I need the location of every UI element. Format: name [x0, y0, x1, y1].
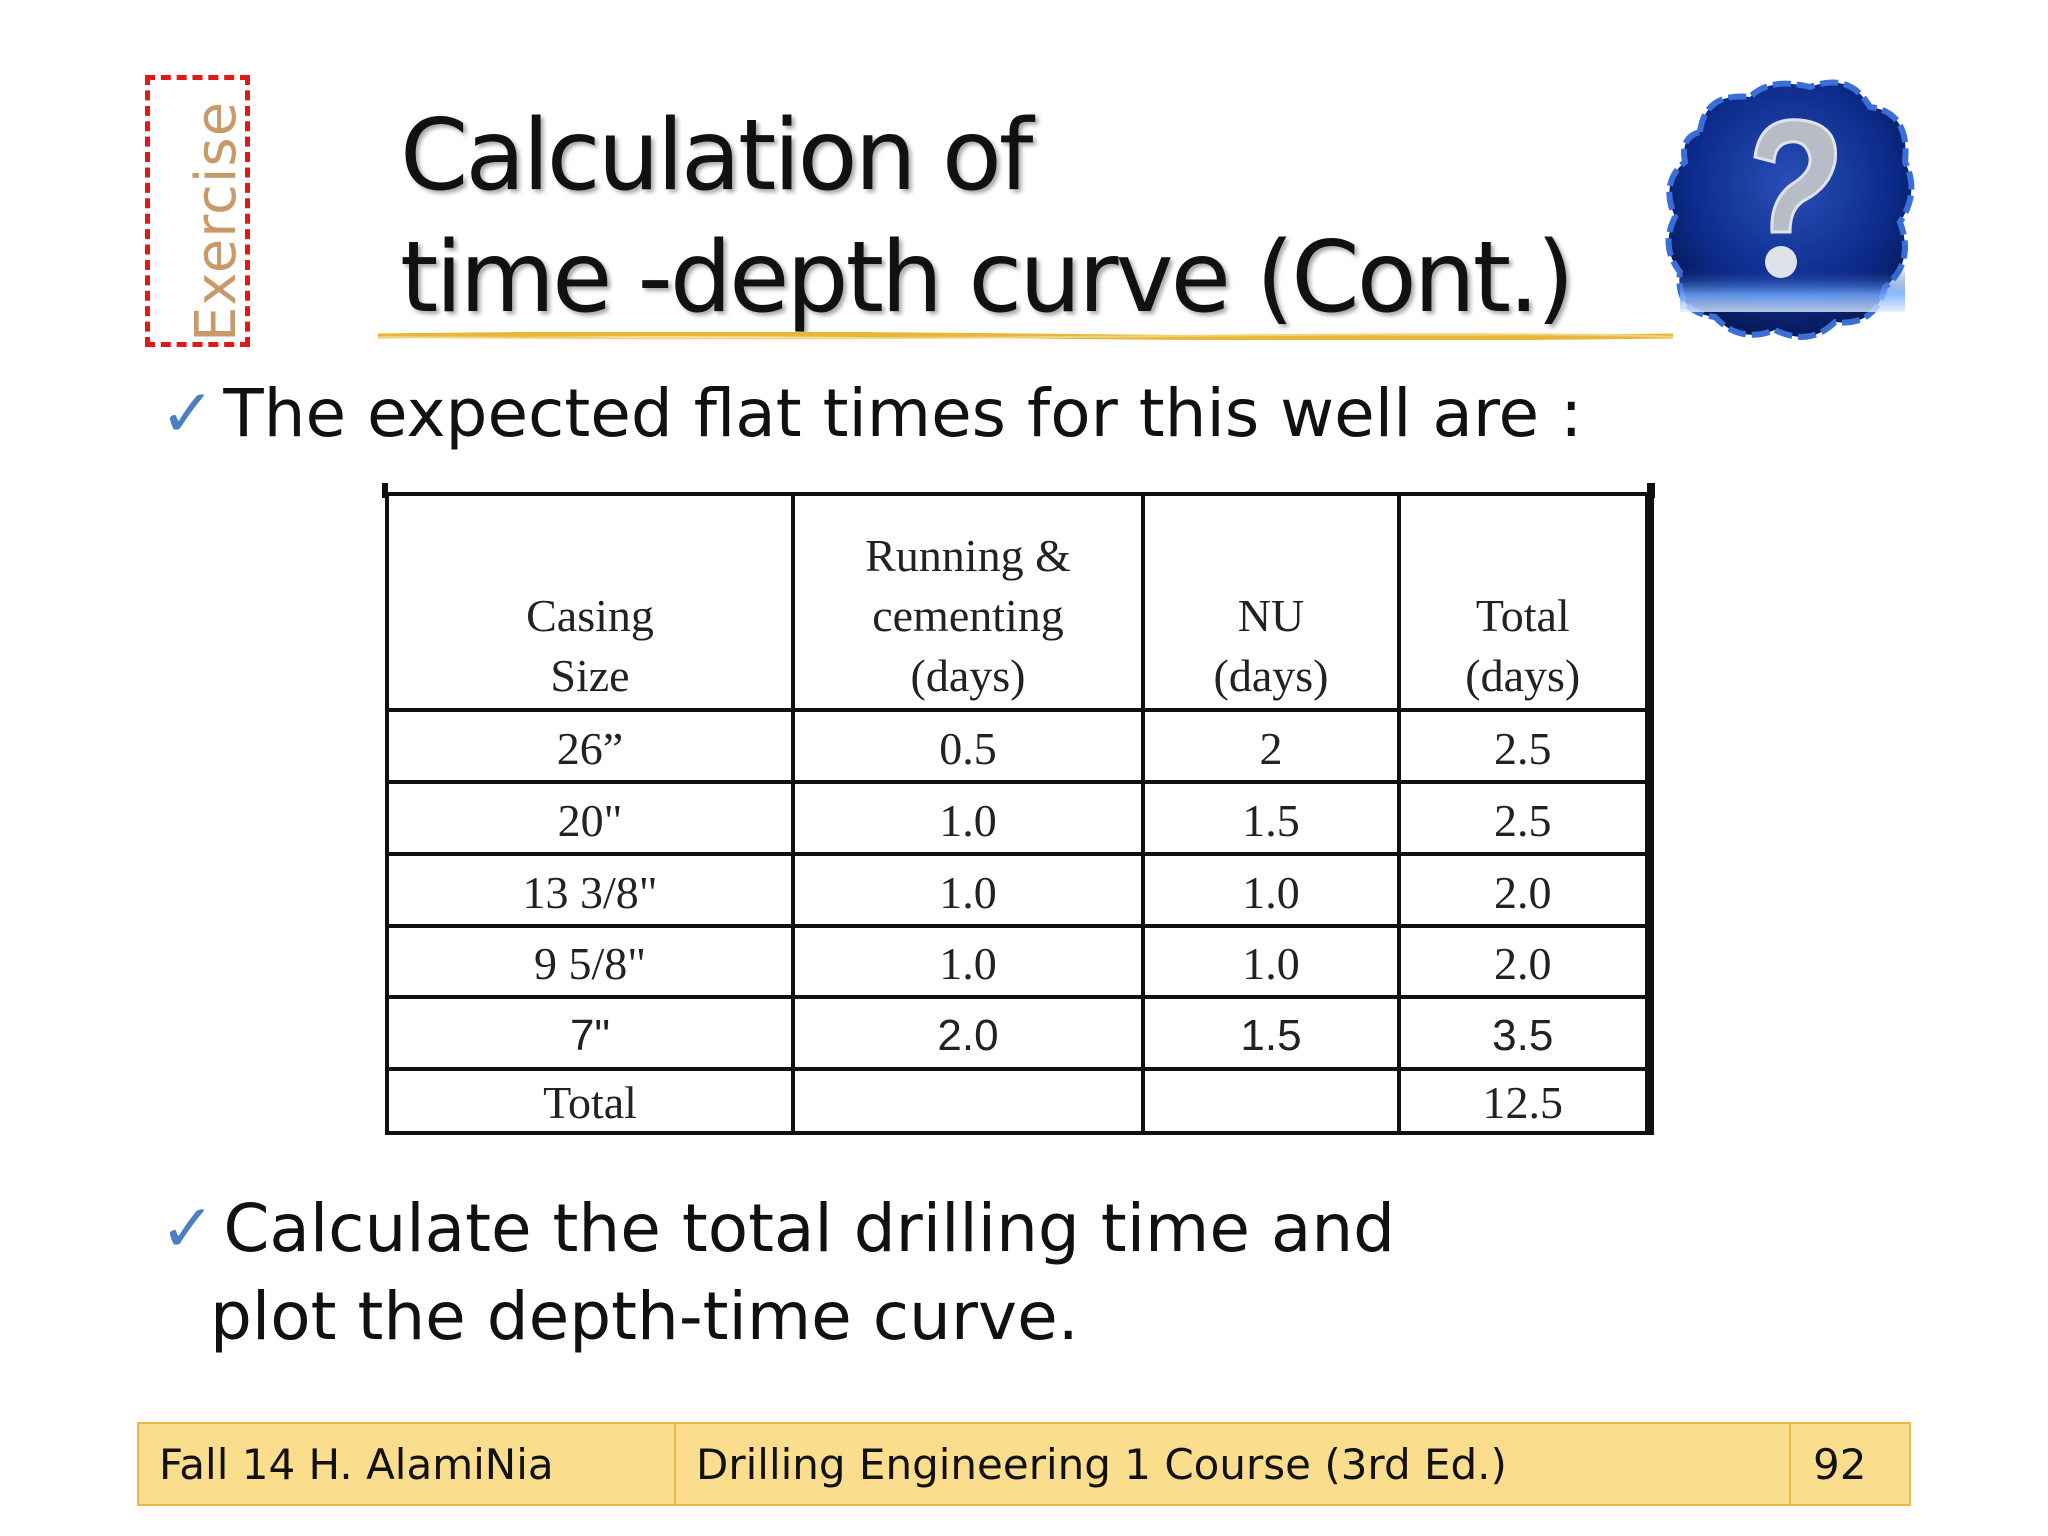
cell-casing: 7": [385, 995, 795, 1072]
table-row: 9 5/8" 1.0 1.0 2.0: [385, 923, 1651, 1000]
cell-total-running: [791, 1067, 1145, 1135]
cell-total: 3.5: [1397, 995, 1651, 1072]
cell-total-sum: 12.5: [1397, 1067, 1651, 1135]
title-line-2: time -depth curve (Cont.): [400, 221, 1575, 335]
bullet-task-line-1: Calculate the total drilling time and: [223, 1190, 1396, 1267]
bullet-intro: ✓ The expected flat times for this well a…: [160, 375, 1582, 452]
question-cloud-icon: [1665, 79, 1915, 340]
cell-running: 1.0: [791, 851, 1145, 928]
footer-page-number: 92: [1813, 1439, 1867, 1489]
cell-nu: 2: [1141, 708, 1401, 784]
header-casing-size: Casing Size: [385, 492, 795, 712]
slide-footer: Fall 14 H. AlamiNia Drilling Engineering…: [137, 1422, 1911, 1506]
cell-total-label: Total: [385, 1067, 795, 1135]
slide-title: Calculation of time -depth curve (Cont.): [400, 95, 1575, 339]
table-row: 20" 1.0 1.5 2.5: [385, 779, 1651, 856]
cell-running: 0.5: [791, 708, 1145, 784]
check-icon: ✓: [160, 1190, 216, 1267]
cell-total: 2.0: [1397, 851, 1651, 928]
cell-total: 2.5: [1397, 779, 1651, 856]
header-running-cementing: Running & cementing (days): [791, 492, 1145, 712]
exercise-label: Exercise: [184, 100, 249, 342]
flat-times-table: Casing Size Running & cementing (days) NU (d…: [385, 492, 1654, 1135]
table-row: 26” 0.5 2 2.5: [385, 708, 1651, 784]
bullet-task-line-2: plot the depth-time curve.: [210, 1278, 1079, 1355]
footer-author: Fall 14 H. AlamiNia: [139, 1424, 676, 1504]
cell-casing: 20": [385, 779, 795, 856]
cell-total: 2.0: [1397, 923, 1651, 1000]
cell-casing: 9 5/8": [385, 923, 795, 1000]
table-total-row: Total 12.5: [385, 1067, 1651, 1135]
footer-course: Drilling Engineering 1 Course (3rd Ed.): [676, 1424, 1791, 1504]
header-nu: NU (days): [1141, 492, 1401, 712]
cell-casing: 26”: [385, 708, 795, 784]
cell-running: 2.0: [791, 995, 1145, 1072]
title-underline: [378, 332, 1673, 340]
cell-casing: 13 3/8": [385, 851, 795, 928]
table-frame-tick: [1647, 483, 1655, 498]
table-header-row: Casing Size Running & cementing (days) NU (d…: [385, 492, 1651, 712]
table-row: 13 3/8" 1.0 1.0 2.0: [385, 851, 1651, 928]
bullet-intro-text: The expected flat times for this well ar…: [223, 375, 1583, 452]
cell-running: 1.0: [791, 779, 1145, 856]
table-row: 7" 2.0 1.5 3.5: [385, 995, 1651, 1072]
cell-total-nu: [1141, 1067, 1401, 1135]
cell-total: 2.5: [1397, 708, 1651, 784]
cell-nu: 1.5: [1141, 995, 1401, 1072]
exercise-badge: Exercise: [145, 75, 250, 347]
cell-nu: 1.0: [1141, 923, 1401, 1000]
cell-nu: 1.0: [1141, 851, 1401, 928]
header-total: Total (days): [1397, 492, 1651, 712]
bullet-task: ✓ Calculate the total drilling time and p…: [160, 1185, 1395, 1361]
cell-nu: 1.5: [1141, 779, 1401, 856]
title-line-1: Calculation of: [400, 99, 1033, 213]
cell-running: 1.0: [791, 923, 1145, 1000]
table-frame-tick: [382, 483, 388, 498]
check-icon: ✓: [160, 375, 216, 452]
